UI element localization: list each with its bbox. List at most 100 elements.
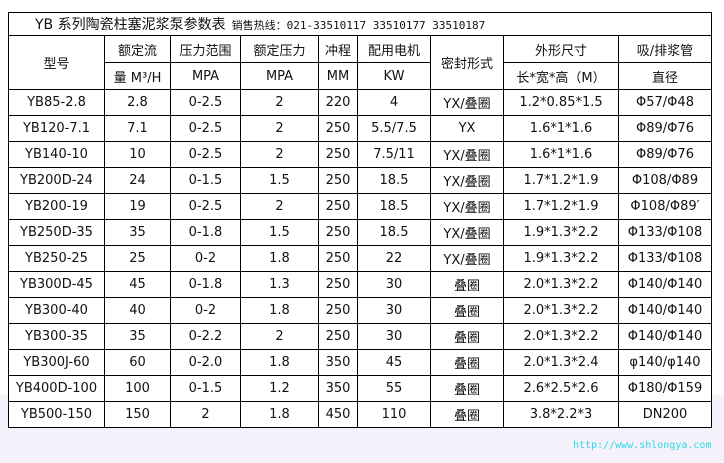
table-cell: YB300-35	[8, 323, 105, 350]
table-cell: 250	[318, 167, 358, 194]
header-pipe: 吸/排浆管	[618, 35, 712, 63]
table-cell: 18.5	[357, 193, 431, 220]
table-cell: 0-2.5	[170, 115, 241, 142]
table-cell: DN200	[618, 401, 712, 428]
table-cell: Φ108/Φ89	[618, 167, 712, 194]
table-cell: YB250-25	[8, 245, 105, 272]
table-cell: Φ108/Φ89′	[618, 193, 712, 220]
header-range-unit: MPA	[170, 62, 241, 90]
table-cell: 0-1.5	[170, 167, 241, 194]
title-row: YB 系列陶瓷柱塞泥浆泵参数表 销售热线：021-33510117 3351017…	[8, 12, 712, 36]
table-cell: 叠圈	[430, 323, 504, 350]
table-cell: YB300J-60	[8, 349, 105, 376]
table-cell: YB120-7.1	[8, 115, 105, 142]
header-dims: 外形尺寸	[503, 35, 619, 63]
table-cell: YB500-150	[8, 401, 105, 428]
sales-hotline: 销售热线：021-33510117 33510177 33510187	[231, 19, 486, 32]
table-cell: 叠圈	[430, 349, 504, 376]
table-cell: 100	[104, 375, 171, 402]
table-row: YB300J-60 60 0-2.0 1.8 350 45 叠圈 2.0*1.3*2.4 φ14…	[8, 349, 712, 376]
table-cell: 10	[104, 141, 171, 168]
table-cell: 35	[104, 323, 171, 350]
table-cell: 250	[318, 245, 358, 272]
table-row: YB500-150 150 2 1.8 450 110 叠圈 3.8*2.2*3 DN200	[8, 401, 712, 428]
table-cell: 0-2.2	[170, 323, 241, 350]
table-cell: Φ57/Φ48	[618, 89, 712, 116]
table-cell: 2.0*1.3*2.4	[503, 349, 619, 376]
header-stroke: 冲程	[318, 35, 358, 63]
table-cell: YX/叠圈	[430, 219, 504, 246]
table-cell: YB300D-45	[8, 271, 105, 298]
table-cell: Φ89/Φ76	[618, 141, 712, 168]
table-cell: 叠圈	[430, 375, 504, 402]
table-cell: 0-2	[170, 245, 241, 272]
header-motor: 配用电机	[357, 35, 431, 63]
table-cell: 1.8	[240, 401, 319, 428]
table-cell: Φ133/Φ108	[618, 219, 712, 246]
table-cell: 1.6*1*1.6	[503, 141, 619, 168]
table-cell: 叠圈	[430, 297, 504, 324]
header-model: 型号	[8, 35, 105, 90]
table-cell: 1.6*1*1.6	[503, 115, 619, 142]
table-cell: 0-2.5	[170, 193, 241, 220]
table-cell: 0-1.8	[170, 219, 241, 246]
table-cell: 2.0*1.3*2.2	[503, 297, 619, 324]
table-cell: YX/叠圈	[430, 167, 504, 194]
table-cell: YB140-10	[8, 141, 105, 168]
table-cell: 220	[318, 89, 358, 116]
table-cell: YX/叠圈	[430, 89, 504, 116]
header-seal: 密封形式	[430, 35, 504, 90]
table-row: YB400D-100 100 0-1.5 1.2 350 55 叠圈 2.6*2.5*2.6 Φ…	[8, 375, 712, 402]
table-cell: 0-2.5	[170, 89, 241, 116]
header-stroke-unit: MM	[318, 62, 358, 90]
table-cell: 1.9*1.3*2.2	[503, 219, 619, 246]
table-cell: 0-1.5	[170, 375, 241, 402]
table-cell: 1.2	[240, 375, 319, 402]
table-cell: 250	[318, 271, 358, 298]
table-cell: 1.8	[240, 245, 319, 272]
table-cell: 叠圈	[430, 401, 504, 428]
table-cell: Φ140/Φ140	[618, 323, 712, 350]
table-row: YB300D-45 45 0-1.8 1.3 250 30 叠圈 2.0*1.3*2.2 Φ14…	[8, 271, 712, 298]
table-cell: 1.7*1.2*1.9	[503, 167, 619, 194]
table-cell: Φ89/Φ76	[618, 115, 712, 142]
table-cell: YX/叠圈	[430, 245, 504, 272]
table-cell: YB200-19	[8, 193, 105, 220]
table-cell: Φ180/Φ159	[618, 375, 712, 402]
table-cell: 1.7*1.2*1.9	[503, 193, 619, 220]
table-cell: 60	[104, 349, 171, 376]
table-cell: 24	[104, 167, 171, 194]
table-cell: 18.5	[357, 219, 431, 246]
table-cell: 3.8*2.2*3	[503, 401, 619, 428]
header-range: 压力范围	[170, 35, 241, 63]
table-cell: 4	[357, 89, 431, 116]
table-cell: YB200D-24	[8, 167, 105, 194]
website-watermark: http://www.shlongya.com	[573, 440, 712, 451]
table-cell: 2.8	[104, 89, 171, 116]
table-cell: 1.3	[240, 271, 319, 298]
table-cell: 1.8	[240, 297, 319, 324]
table-cell: 350	[318, 375, 358, 402]
table-cell: 2	[240, 323, 319, 350]
table-cell: YX/叠圈	[430, 193, 504, 220]
table-cell: 25	[104, 245, 171, 272]
table-cell: 0-1.8	[170, 271, 241, 298]
table-cell: YX	[430, 115, 504, 142]
table-cell: 7.5/11	[357, 141, 431, 168]
table-cell: 110	[357, 401, 431, 428]
table-cell: 1.8	[240, 349, 319, 376]
table-cell: 450	[318, 401, 358, 428]
table-cell: YB250D-35	[8, 219, 105, 246]
table-cell: 250	[318, 219, 358, 246]
header-row-2: 量 M³/H MPA MPA MM KW 长*宽*高（M） 直径	[9, 62, 712, 90]
header-pipe-unit: 直径	[618, 62, 712, 90]
parameter-table: YB 系列陶瓷柱塞泥浆泵参数表 销售热线：021-33510117 3351017…	[8, 12, 712, 428]
table-cell: Φ140/Φ140	[618, 297, 712, 324]
table-cell: φ140/φ140	[618, 349, 712, 376]
table-row: YB140-10 10 0-2.5 2 250 7.5/11 YX/叠圈 1.6*1*1.6 Φ…	[8, 141, 712, 168]
table-row: YB120-7.1 7.1 0-2.5 2 250 5.5/7.5 YX 1.6*1*1.6 Φ…	[8, 115, 712, 142]
table-row: YB200-19 19 0-2.5 2 250 18.5 YX/叠圈 1.7*1.2*1.9 Φ…	[8, 193, 712, 220]
table-cell: 40	[104, 297, 171, 324]
table-cell: 2.0*1.3*2.2	[503, 323, 619, 350]
table-cell: 35	[104, 219, 171, 246]
